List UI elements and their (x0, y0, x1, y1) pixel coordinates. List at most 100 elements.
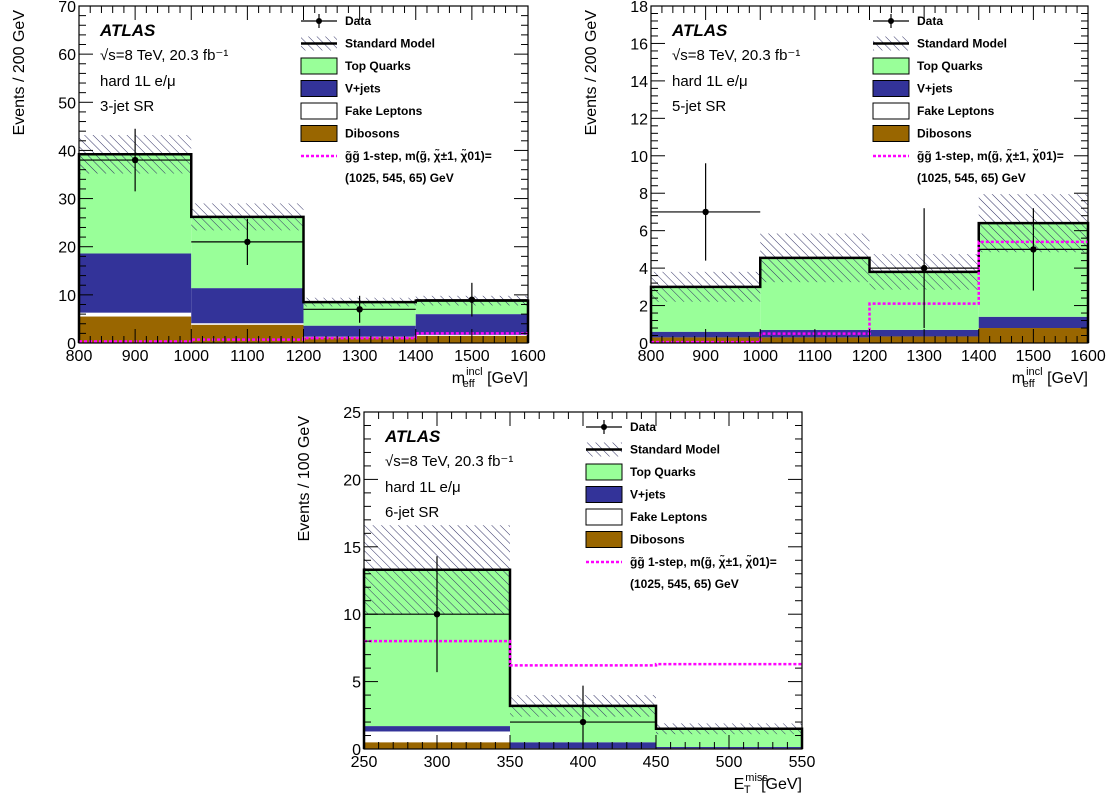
legend-signal-masses: (1025, 545, 65) GeV (345, 171, 454, 185)
channel-label: hard 1L e/μ (672, 73, 748, 90)
legend-data-dot (316, 18, 322, 24)
x-tick-label: 350 (497, 754, 524, 771)
legend-fake-leptons-swatch (872, 102, 910, 120)
y-tick-label: 0 (67, 336, 76, 353)
x-tick-label: 1400 (398, 348, 434, 365)
legend-top-quarks-label: Top Quarks (917, 59, 983, 73)
legend-data-dot (601, 424, 607, 430)
y-tick-label: 5 (352, 675, 361, 692)
x-tick-label: 300 (424, 754, 451, 771)
y-tick-label: 10 (630, 149, 648, 166)
y-axis-label: Events / 200 GeV (11, 10, 28, 136)
data-point (356, 306, 363, 313)
x-tick-label: 1300 (906, 348, 942, 365)
x-tick-label: 400 (570, 754, 597, 771)
legend-data-dot (888, 18, 894, 24)
legend-dibosons-label: Dibosons (917, 127, 972, 141)
atlas-label: ATLAS (99, 21, 156, 40)
signal-line (364, 639, 802, 667)
y-tick-label: 0 (352, 742, 361, 759)
bar-vjets (79, 253, 192, 313)
data-point (579, 718, 587, 726)
y-tick-label: 70 (58, 0, 76, 16)
legend-data-label: Data (917, 14, 943, 28)
channel-label: hard 1L e/μ (100, 73, 176, 90)
data-point (433, 611, 441, 618)
region-label: 3-jet SR (100, 98, 154, 115)
y-tick-label: 6 (639, 224, 648, 241)
legend-dibosons-label: Dibosons (630, 533, 685, 547)
data-point (468, 296, 476, 303)
legend-fake-leptons-label: Fake Leptons (345, 104, 423, 118)
x-axis-label: Emiss T [GeV] (734, 772, 802, 796)
channel-label: hard 1L e/μ (385, 479, 461, 496)
y-tick-label: 40 (58, 143, 76, 160)
panel-6-jet-sr: 0 5 10 15 20 25 250 300 350 400 450 500 550 Events / … (296, 405, 815, 796)
data-point (1030, 246, 1037, 253)
bar-vjets (978, 316, 1088, 329)
legend-fake-leptons-label: Fake Leptons (917, 104, 995, 118)
y-tick-label: 8 (639, 186, 648, 203)
y-tick-label: 14 (630, 74, 648, 91)
y-tick-label: 12 (630, 111, 648, 128)
legend-top-quarks-swatch (300, 57, 338, 75)
bar-vjets (415, 314, 528, 335)
legend-signal-masses: (1025, 545, 65) GeV (917, 171, 1026, 185)
x-axis-label: mincl eff [GeV] (452, 366, 528, 390)
data-point (702, 208, 709, 216)
legend-fake-leptons-swatch (300, 102, 338, 120)
legend-fake-leptons-swatch (585, 508, 623, 526)
legend-signal-label: g̃g̃ 1-step, m(g̃, χ̃±1, χ̃01)= (917, 148, 1064, 163)
energy-lumi-label: √s=8 TeV, 20.3 fb⁻¹ (100, 47, 228, 64)
y-tick-label: 18 (630, 0, 648, 16)
legend-sm-label: Standard Model (345, 37, 435, 51)
y-tick-label: 60 (58, 47, 76, 64)
x-tick-label: 1100 (230, 348, 265, 365)
region-label: 6-jet SR (385, 504, 439, 521)
legend-dibosons-label: Dibosons (345, 127, 400, 141)
legend-vjets-label: V+jets (345, 82, 381, 96)
panel-5-jet-sr: 0 2 4 6 8 10 12 14 16 18 800 900 1000 1100 1200 1300 140… (583, 0, 1106, 390)
x-tick-label: 1200 (286, 348, 322, 365)
legend-dibosons-swatch (585, 531, 623, 548)
energy-lumi-label: √s=8 TeV, 20.3 fb⁻¹ (672, 47, 800, 64)
y-tick-label: 30 (58, 192, 76, 209)
legend-top-quarks-label: Top Quarks (345, 59, 411, 73)
bar-fake-leptons (191, 323, 304, 325)
atlas-label: ATLAS (671, 21, 728, 40)
x-tick-label: 1400 (961, 348, 997, 365)
bar-vjets (364, 726, 510, 732)
region-label: 5-jet SR (672, 98, 726, 115)
y-tick-label: 10 (343, 607, 361, 624)
x-axis-label: mincl eff [GeV] (1012, 366, 1088, 390)
x-tick-label: 550 (789, 754, 816, 771)
panel-3-jet-sr: 0 10 20 30 40 50 60 70 800 900 1000 1100 1200 1300 140… (11, 0, 546, 390)
x-tick-label: 1600 (510, 348, 546, 365)
legend-signal-label: g̃g̃ 1-step, m(g̃, χ̃±1, χ̃01)= (345, 148, 492, 163)
legend-dibosons-swatch (872, 125, 910, 142)
x-tick-label: 250 (351, 754, 378, 771)
legend-vjets-swatch (300, 80, 338, 97)
x-tick-label: 800 (66, 348, 93, 365)
x-tick-label: 1200 (852, 348, 888, 365)
x-tick-label: 1300 (342, 348, 378, 365)
data-point (244, 238, 251, 246)
legend-top-quarks-swatch (585, 463, 623, 481)
data-point (131, 156, 139, 164)
x-tick-label: 1600 (1070, 348, 1106, 365)
energy-lumi-label: √s=8 TeV, 20.3 fb⁻¹ (385, 453, 513, 470)
legend: Data Standard Model Top Quarks V+jets Fake L… (300, 14, 492, 185)
legend-top-quarks-swatch (872, 57, 910, 75)
y-tick-label: 10 (58, 288, 76, 305)
legend-data-label: Data (630, 420, 656, 434)
legend-signal-label: g̃g̃ 1-step, m(g̃, χ̃±1, χ̃01)= (630, 554, 777, 569)
y-tick-label: 20 (58, 240, 76, 257)
y-axis-label: Events / 200 GeV (583, 10, 600, 136)
x-tick-label: 1500 (1016, 348, 1052, 365)
y-tick-label: 15 (343, 540, 361, 557)
legend-vjets-label: V+jets (630, 488, 666, 502)
legend-sm-label: Standard Model (630, 443, 720, 457)
x-tick-label: 1000 (173, 348, 209, 365)
atlas-label: ATLAS (384, 427, 441, 446)
legend-vjets-swatch (872, 80, 910, 97)
